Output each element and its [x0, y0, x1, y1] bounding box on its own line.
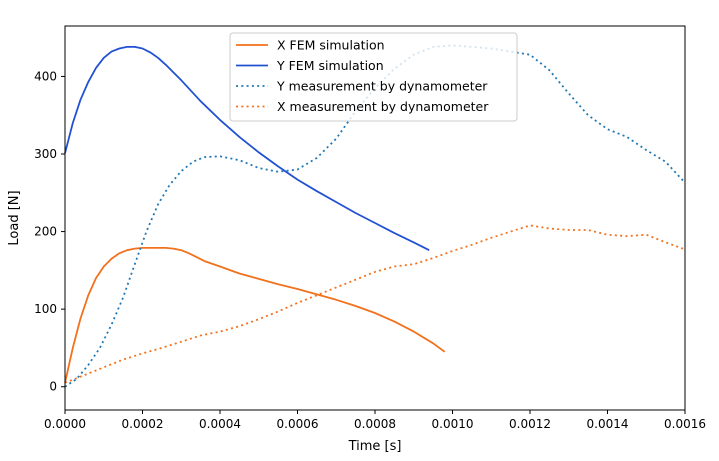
x-axis-label: Time [s]	[348, 439, 402, 454]
y-tick-label: 100	[34, 302, 57, 316]
legend-label: Y FEM simulation	[276, 58, 384, 73]
series-line-4	[64, 224, 686, 384]
x-tick-label: 0.0000	[44, 417, 86, 431]
legend-label: X FEM simulation	[277, 38, 385, 53]
y-tick-label: 0	[49, 380, 57, 394]
series-line-2	[64, 46, 430, 252]
x-tick-label: 0.0014	[587, 417, 629, 431]
x-tick-label: 0.0008	[354, 417, 396, 431]
series-line-1	[64, 246, 446, 383]
y-axis-label: Load [N]	[7, 190, 22, 245]
x-tick-label: 0.0012	[509, 417, 551, 431]
x-tick-label: 0.0016	[664, 417, 706, 431]
x-tick-label: 0.0002	[122, 417, 164, 431]
x-axis: 0.0000 0.0002 0.0004 0.0006 0.0008 0.0010 0.00…	[44, 410, 706, 431]
y-tick-label: 400	[34, 69, 57, 83]
legend-label: X measurement by dynamometer	[277, 99, 489, 114]
series-line-3	[64, 44, 686, 388]
legend-label: Y measurement by dynamometer	[276, 79, 488, 94]
x-tick-label: 0.0006	[277, 417, 319, 431]
legend: X FEM simulation Y FEM simulation Y measur…	[229, 32, 518, 122]
legend-box	[229, 32, 518, 122]
series-layer	[64, 44, 686, 388]
y-tick-label: 200	[34, 225, 57, 239]
x-tick-label: 0.0010	[432, 417, 474, 431]
y-tick-label: 300	[34, 147, 57, 161]
x-tick-label: 0.0004	[199, 417, 241, 431]
y-axis: 0 100 200 300 400	[34, 69, 65, 394]
